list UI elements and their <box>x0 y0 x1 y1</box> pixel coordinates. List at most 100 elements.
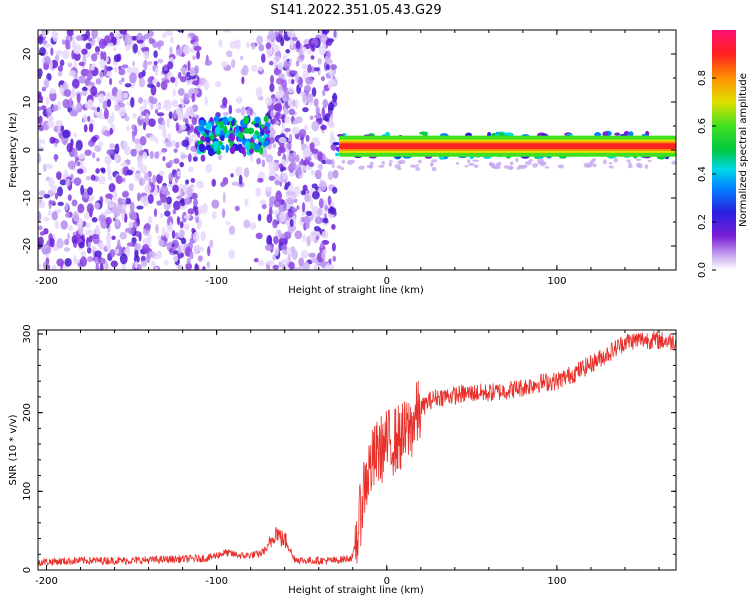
spectrogram-cell <box>193 198 198 207</box>
spectrogram-cell <box>130 148 137 157</box>
spectrogram-cell <box>91 217 98 223</box>
spectrogram-cell <box>85 42 92 50</box>
spectrogram-cell <box>272 254 276 261</box>
spectrogram-cell <box>179 221 184 229</box>
spectrogram-cell <box>243 167 250 178</box>
spectrogram-cell <box>294 230 303 240</box>
spectrogram-cell <box>105 209 111 215</box>
spectrogram-cell <box>221 116 229 126</box>
spectrogram-cell <box>180 124 187 131</box>
spectrogram-cell <box>312 190 320 200</box>
colorbar-label: Normalized spectral amplitude <box>738 73 749 227</box>
spectrogram-cell <box>175 49 183 57</box>
spectrogram-cell <box>244 141 251 150</box>
spectrogram-cell <box>168 111 173 120</box>
spectrogram-cell <box>153 50 158 58</box>
spectrogram-cell <box>202 266 206 270</box>
y-tick-label: 100 <box>22 482 33 501</box>
spectrogram-cell <box>79 256 88 267</box>
spectrogram-cell <box>301 201 306 213</box>
spectrogram-cell <box>66 233 71 240</box>
spectrogram-cell <box>198 125 205 132</box>
spectrogram-cell <box>335 152 340 157</box>
spectrogram-cell <box>274 180 281 186</box>
colorbar-tick-label: 0.2 <box>697 214 708 230</box>
spectrogram-cell <box>280 244 288 251</box>
spectrogram-cell <box>63 247 71 252</box>
spectrogram-cell <box>191 227 195 234</box>
spectrogram-cell <box>160 185 169 195</box>
spectrogram-cell <box>38 138 43 144</box>
spectrogram-cell <box>300 164 307 172</box>
spectrogram-cell <box>109 127 114 135</box>
spectrogram-cell <box>160 193 167 203</box>
spectrogram-cell <box>274 31 279 37</box>
spectrogram-x-label: Height of straight line (km) <box>288 285 424 296</box>
spectrogram-cell <box>265 154 274 163</box>
spectrogram-cell <box>109 249 116 258</box>
spectrogram-cell <box>647 159 652 163</box>
spectrogram-cell <box>187 208 195 215</box>
spectrogram-cell <box>87 115 91 122</box>
snr-frame <box>37 329 677 571</box>
spectrogram-cell <box>94 46 101 54</box>
spectrogram-cell <box>287 86 295 94</box>
spectrogram-cell <box>539 161 547 165</box>
spectrogram-cell <box>152 41 159 49</box>
spectrogram-cell <box>90 245 97 251</box>
spectrogram-cell <box>115 218 120 227</box>
spectrogram-cell <box>177 71 182 79</box>
spectrogram-cell <box>305 86 310 98</box>
spectrogram-cell <box>583 162 590 168</box>
spectrogram-cell <box>171 100 179 108</box>
spectrogram-cell <box>331 242 336 252</box>
spectrogram-cell <box>126 66 133 74</box>
spectrogram-cell <box>98 141 104 147</box>
spectrogram-cell <box>283 231 292 240</box>
spectrogram-cell <box>84 149 92 156</box>
spectrogram-cell <box>281 258 290 264</box>
spectrogram-cell <box>320 124 327 131</box>
spectrogram-cell <box>333 30 337 38</box>
spectrogram-cell <box>207 245 211 257</box>
spectrogram-cell <box>327 101 335 112</box>
spectrogram-cell <box>51 211 58 221</box>
spectrogram-cell <box>269 83 275 93</box>
spectrogram-cell <box>154 266 159 270</box>
spectrogram-cell <box>183 92 189 102</box>
spectrogram-cell <box>169 248 173 253</box>
spectrogram-cell <box>279 211 287 223</box>
spectrogram-cell <box>268 30 275 41</box>
spectrogram-cell <box>311 206 319 213</box>
spectrogram-cell <box>322 98 329 109</box>
spectrogram-cell <box>96 157 100 162</box>
y-tick-label: -20 <box>22 238 33 254</box>
spectrogram-cell <box>175 106 181 116</box>
spectrogram-cell <box>275 55 280 63</box>
spectrogram-cell <box>131 213 137 221</box>
spectrogram-cell <box>180 237 187 245</box>
spectrogram-cell <box>175 122 180 132</box>
spectrogram-cell <box>628 161 632 167</box>
spectrogram-cell <box>38 46 46 57</box>
spectrogram-cell <box>68 97 73 109</box>
spectrogram-cell <box>318 163 323 171</box>
spectrogram-cell <box>296 205 300 210</box>
spectrogram-cell <box>119 231 127 240</box>
spectrogram-cell <box>48 177 55 188</box>
spectrogram-cell <box>212 140 219 147</box>
spectrogram-cell <box>240 68 247 76</box>
spectrogram-cell <box>320 260 327 268</box>
spectrogram-cell <box>112 217 116 222</box>
spectrogram-cell <box>592 163 597 168</box>
spectrogram-cell <box>306 210 312 217</box>
spectrogram-cell <box>154 137 159 144</box>
spectrogram-cell <box>167 61 174 70</box>
spectrogram-cell <box>98 175 106 185</box>
spectrogram-cell <box>277 89 285 98</box>
spectrogram-cell <box>272 264 279 270</box>
spectrogram-cell <box>305 134 310 142</box>
spectrogram-cell <box>94 144 102 153</box>
spectrogram-cell <box>95 224 100 236</box>
